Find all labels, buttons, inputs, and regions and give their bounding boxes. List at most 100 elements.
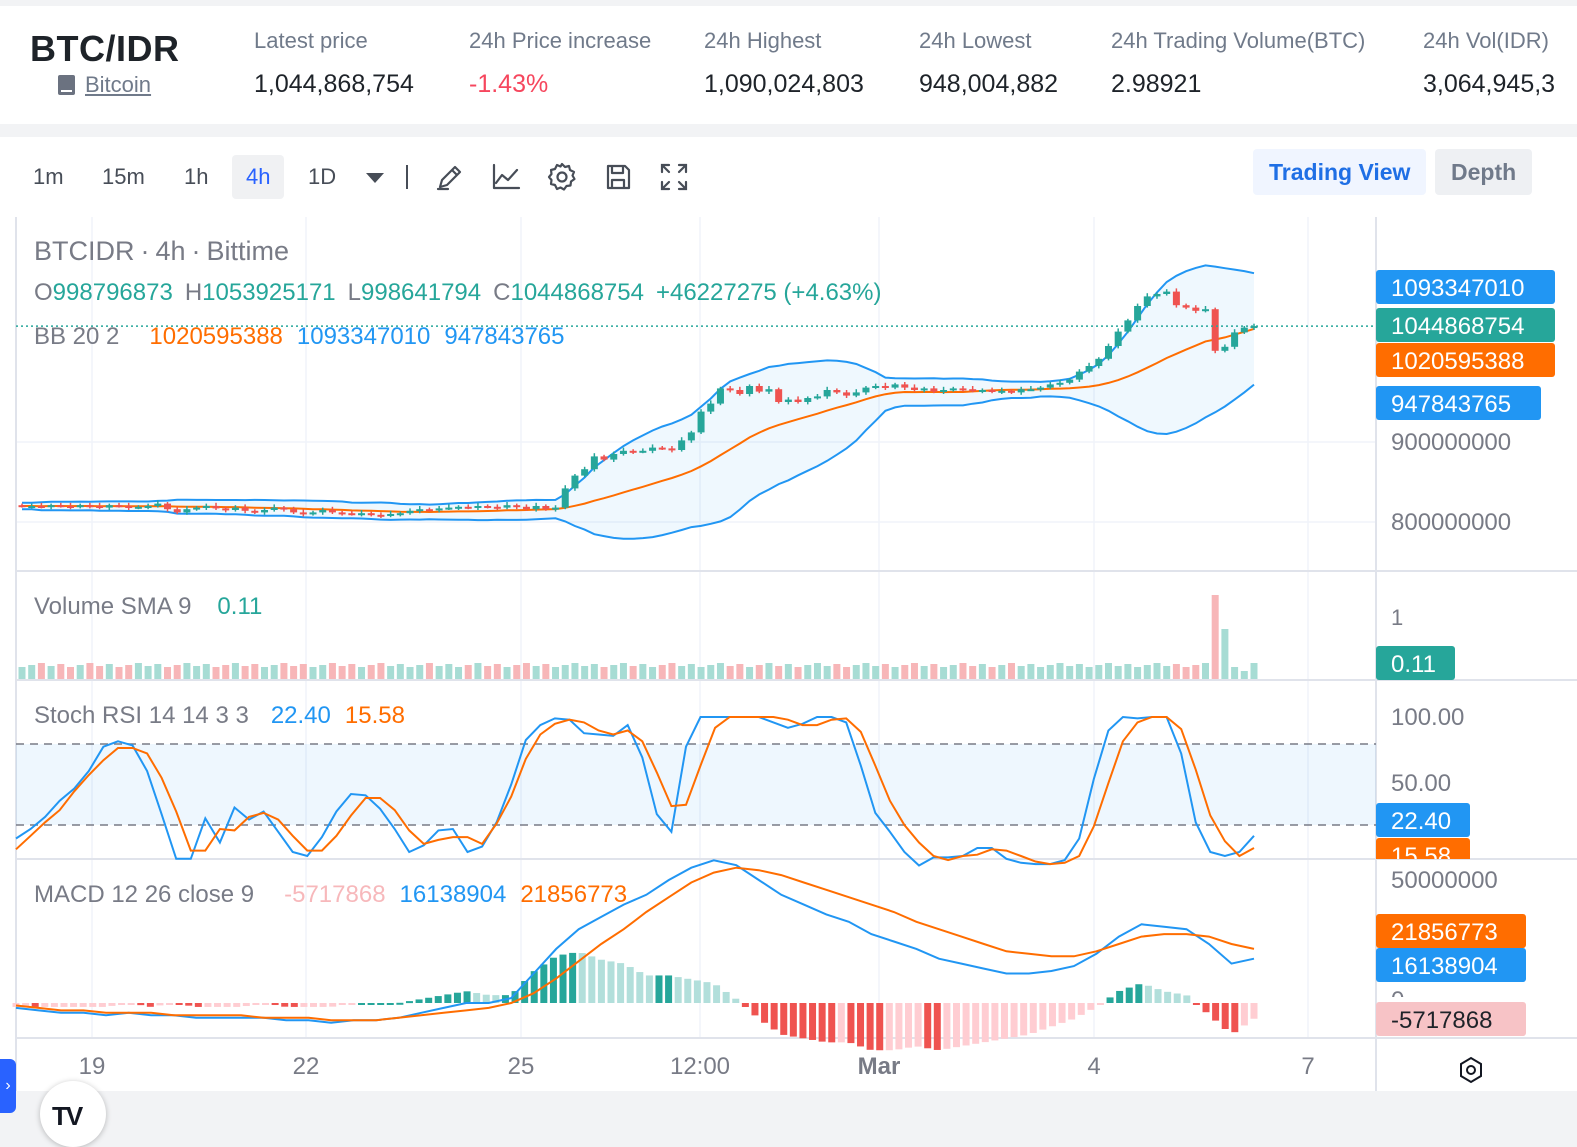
bb-basis-value: 1020595388: [149, 323, 282, 350]
timeframe-15m[interactable]: 15m: [102, 164, 145, 189]
depth-button[interactable]: Depth: [1435, 149, 1533, 195]
trading-chart[interactable]: BTCIDR · 4h · Bittime O998796873 H1053925171 L…: [0, 217, 1577, 1091]
volume-bar: [309, 667, 317, 679]
volume-bar: [1182, 667, 1190, 679]
side-panel-toggle[interactable]: ›: [0, 1059, 16, 1113]
candle-up: [455, 506, 463, 509]
stat-24h-low: 24h Lowest 948,004,882: [919, 28, 1058, 99]
timeframe-1d[interactable]: 1D: [308, 164, 337, 189]
ohlc-legend: O998796873 H1053925171 L998641794 C10448687…: [34, 279, 881, 306]
macd-hist-bar: [732, 998, 740, 1003]
volume-pane[interactable]: [18, 595, 1258, 679]
stoch-band-fill: [16, 744, 1376, 825]
macd-hist-bar: [1183, 995, 1191, 1003]
macd-hist-bar: [837, 1003, 845, 1043]
volume-bar: [1163, 666, 1171, 679]
pencil-icon[interactable]: [434, 161, 466, 193]
fullscreen-icon[interactable]: [658, 161, 690, 193]
candle-down: [736, 390, 744, 394]
ticker-header: BTC/IDR Bitcoin Latest price 1,044,868,7…: [0, 6, 1577, 124]
candle-up: [590, 456, 598, 470]
coin-name-link[interactable]: Bitcoin: [85, 72, 152, 97]
macd-hist-bar: [933, 1003, 941, 1050]
bb-upper-line: [22, 264, 1255, 506]
macd-hist-bar: [597, 959, 605, 1003]
bb-lower-tag-text: 947843765: [1391, 391, 1511, 418]
toolbar-divider: [406, 165, 408, 189]
coin-link-row[interactable]: Bitcoin: [58, 72, 151, 98]
indicator-icon[interactable]: [490, 161, 522, 193]
volume-bar: [678, 666, 686, 679]
volume-bar: [600, 667, 608, 679]
macd-hist-bar: [924, 1003, 932, 1049]
macd-pane[interactable]: [12, 859, 1258, 1051]
volume-bar: [1211, 595, 1219, 679]
volume-bar: [270, 665, 278, 679]
candle-up: [396, 513, 404, 516]
macd-hist-bar: [559, 954, 567, 1003]
volume-bar: [862, 663, 870, 679]
macd-hist-bar: [252, 1003, 260, 1005]
candle-up: [852, 392, 860, 396]
stoch-rsi-pane[interactable]: [15, 715, 1376, 867]
volume-bar: [1172, 664, 1180, 679]
volume-bar: [164, 667, 172, 679]
trading-view-button[interactable]: Trading View: [1253, 149, 1427, 195]
settings-hex-icon[interactable]: [1460, 1056, 1482, 1084]
volume-bar: [552, 667, 560, 679]
stoch-d-tag-text: 15.58: [1391, 843, 1451, 870]
volume-bar: [396, 664, 404, 679]
macd-hist-bar: [22, 1003, 30, 1007]
volume-bar: [105, 664, 113, 679]
macd-hist-bar: [1250, 1003, 1258, 1019]
stat-label: 24h Highest: [704, 28, 822, 53]
bb-basis-tag-text: 1020595388: [1391, 348, 1524, 375]
candle-down: [57, 505, 65, 508]
logo-glyph: TV: [52, 1101, 83, 1131]
settings-icon[interactable]: [546, 161, 578, 193]
volume-bar: [125, 665, 133, 679]
candle-up: [872, 386, 880, 388]
volume-bar: [513, 665, 521, 679]
price-pane[interactable]: [16, 264, 1376, 540]
volume-tag: [1376, 646, 1455, 680]
timeframe-dropdown-icon[interactable]: [366, 173, 384, 183]
macd-hist-bar: [118, 1003, 126, 1005]
symbol-name: BTCIDR: [34, 236, 135, 266]
price-scale[interactable]: 900000000 800000000 1093347010 104486875…: [1376, 270, 1555, 1036]
macd-hist-bar: [617, 963, 625, 1003]
candle-down: [988, 390, 996, 392]
candle-up: [193, 507, 201, 510]
macd-signal-tag: [1376, 914, 1526, 948]
macd-hist-bar: [943, 1003, 951, 1049]
macd-hist-bar: [914, 1003, 922, 1047]
volume-bar: [522, 663, 530, 679]
macd-hist-bar: [962, 1003, 970, 1046]
save-icon[interactable]: [602, 161, 634, 193]
volume-bar: [484, 666, 492, 679]
macd-hist-bar: [799, 1003, 807, 1039]
time-axis[interactable]: 19 22 25 12:00 Mar 4 7: [79, 1053, 1315, 1080]
macd-hist-bar: [453, 992, 461, 1003]
timeframe-4h[interactable]: 4h: [232, 155, 285, 199]
volume-bar: [978, 664, 986, 679]
stat-value: -1.43%: [469, 70, 549, 98]
stat-value: 948,004,882: [919, 70, 1059, 98]
macd-hist-bar: [809, 1003, 817, 1040]
timeframe-1m[interactable]: 1m: [33, 164, 64, 189]
macd-hist-bar: [684, 978, 692, 1003]
candle-up: [202, 506, 210, 508]
last-price-tag: [1376, 308, 1555, 342]
bb-basis-line: [22, 327, 1255, 514]
macd-hist-bar: [50, 1003, 58, 1007]
volume-tag-text: 0.11: [1391, 651, 1436, 678]
close-label: C: [493, 279, 510, 306]
volume-bar: [435, 666, 443, 679]
timeframe-1h[interactable]: 1h: [184, 164, 209, 189]
volume-bar: [348, 664, 356, 679]
candle-down: [222, 508, 230, 511]
macd-hist-bar: [1173, 993, 1181, 1003]
candle-down: [1007, 390, 1015, 393]
volume-bar: [959, 663, 967, 679]
signal-line: [15, 866, 1255, 1022]
